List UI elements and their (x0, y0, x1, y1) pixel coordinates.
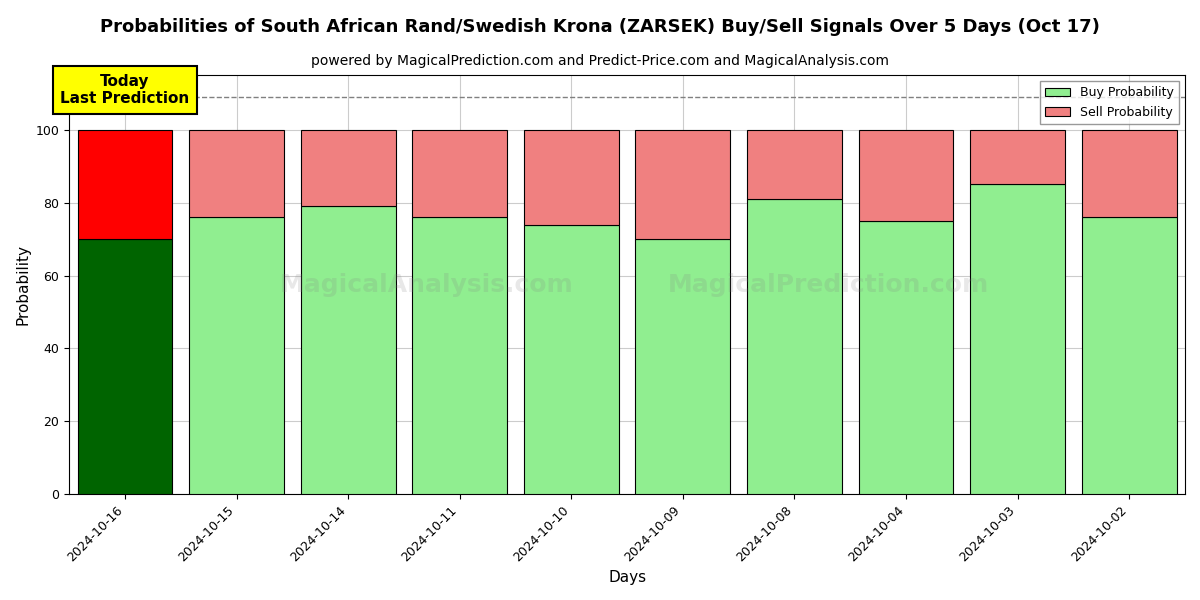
Bar (970, 130, 1066, 184)
Bar (413, 217, 508, 494)
Text: powered by MagicalPrediction.com and Predict-Price.com and MagicalAnalysis.com: powered by MagicalPrediction.com and Pre… (311, 54, 889, 68)
Bar (748, 130, 842, 199)
Bar (636, 130, 731, 239)
Bar (1081, 130, 1177, 217)
Bar (636, 239, 731, 494)
Bar (78, 130, 173, 239)
Bar (859, 221, 954, 494)
Bar (301, 130, 396, 206)
X-axis label: Days: Days (608, 570, 646, 585)
Text: MagicalPrediction.com: MagicalPrediction.com (667, 272, 989, 296)
Bar (190, 217, 284, 494)
Bar (524, 130, 619, 224)
Bar (1081, 217, 1177, 494)
Legend: Buy Probability, Sell Probability: Buy Probability, Sell Probability (1040, 82, 1178, 124)
Text: Probabilities of South African Rand/Swedish Krona (ZARSEK) Buy/Sell Signals Over: Probabilities of South African Rand/Swed… (100, 18, 1100, 36)
Bar (413, 130, 508, 217)
Text: Today
Last Prediction: Today Last Prediction (60, 74, 190, 106)
Bar (970, 184, 1066, 494)
Bar (524, 224, 619, 494)
Bar (748, 199, 842, 494)
Y-axis label: Probability: Probability (16, 244, 30, 325)
Bar (301, 206, 396, 494)
Bar (78, 239, 173, 494)
Bar (190, 130, 284, 217)
Bar (859, 130, 954, 221)
Text: MagicalAnalysis.com: MagicalAnalysis.com (280, 272, 574, 296)
